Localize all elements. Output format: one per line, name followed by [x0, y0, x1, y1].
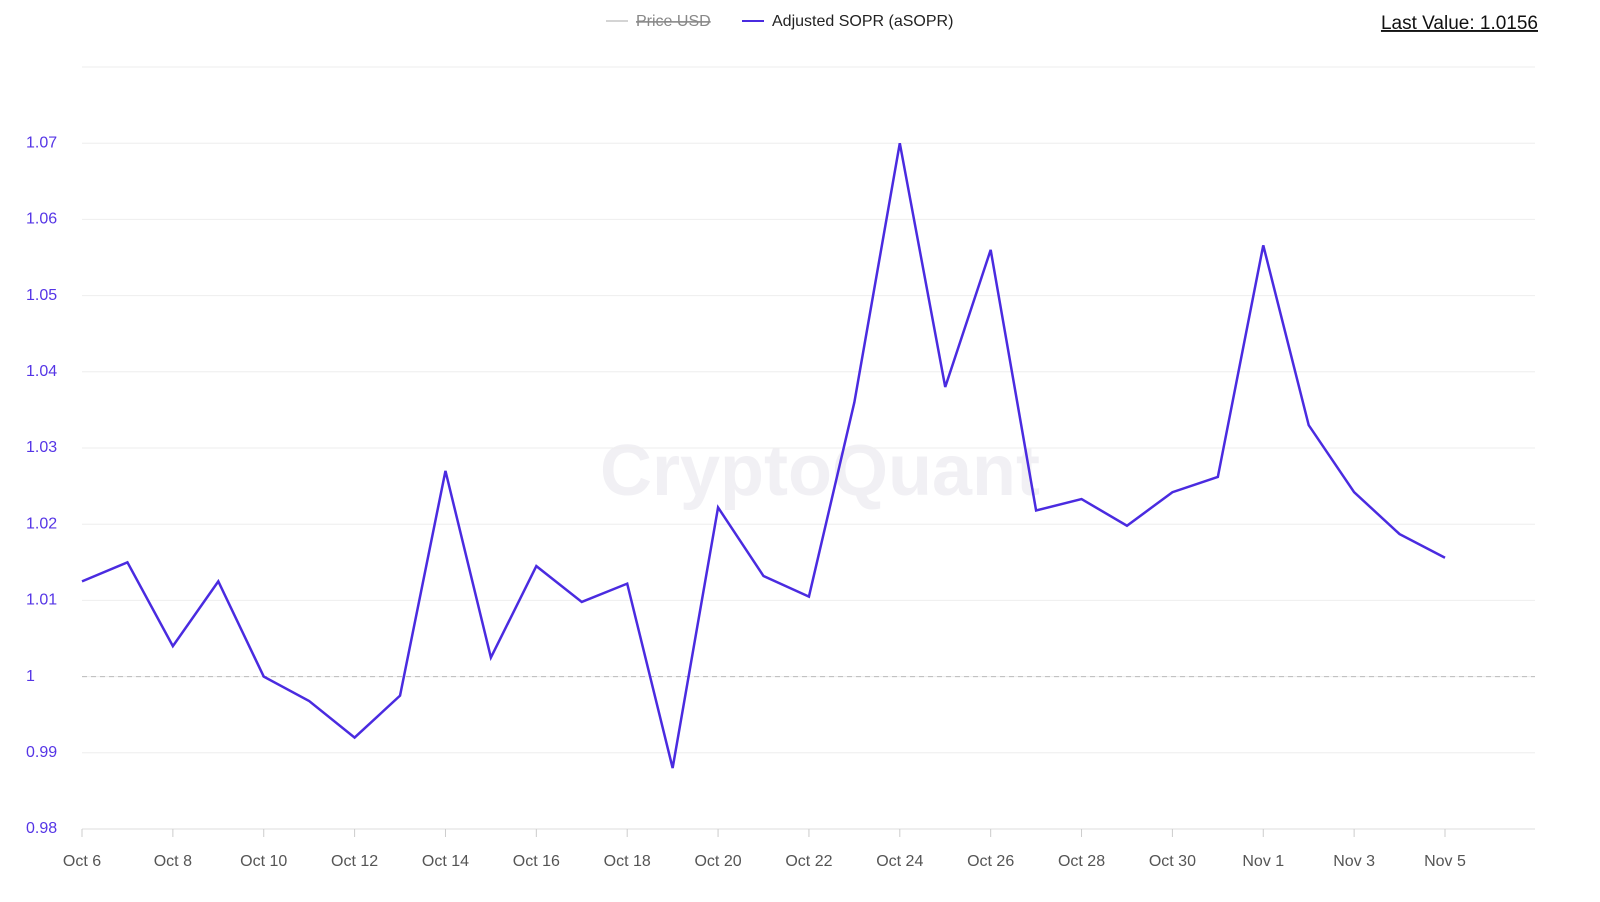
y-tick-label: 1.01 [26, 592, 57, 609]
x-tick-label: Oct 30 [1149, 853, 1196, 870]
y-tick-label: 1.06 [26, 211, 57, 228]
watermark: CryptoQuant [600, 431, 1040, 511]
y-tick-label: 0.98 [26, 820, 57, 837]
x-tick-label: Oct 10 [240, 853, 287, 870]
y-tick-label: 1.07 [26, 134, 57, 151]
x-tick-label: Oct 22 [785, 853, 832, 870]
x-tick-label: Nov 1 [1242, 853, 1284, 870]
y-tick-label: 1.05 [26, 287, 57, 304]
x-tick-label: Oct 8 [154, 853, 192, 870]
y-tick-label: 0.99 [26, 744, 57, 761]
legend-label[interactable]: Adjusted SOPR (aSOPR) [772, 13, 953, 30]
x-tick-label: Nov 5 [1424, 853, 1466, 870]
y-tick-label: 1.02 [26, 515, 57, 532]
x-tick-label: Nov 3 [1333, 853, 1375, 870]
last-value: Last Value: 1.0156 [1381, 13, 1538, 34]
x-tick-label: Oct 26 [967, 853, 1014, 870]
x-tick-label: Oct 28 [1058, 853, 1105, 870]
x-tick-label: Oct 14 [422, 853, 469, 870]
y-tick-label: 1.04 [26, 363, 57, 380]
x-tick-label: Oct 16 [513, 853, 560, 870]
x-tick-label: Oct 18 [604, 853, 651, 870]
y-tick-label: 1.03 [26, 439, 57, 456]
x-tick-label: Oct 20 [694, 853, 741, 870]
x-tick-label: Oct 24 [876, 853, 923, 870]
x-tick-label: Oct 12 [331, 853, 378, 870]
legend-label[interactable]: Price USD [636, 13, 711, 30]
data-line [81, 142, 1446, 769]
x-tick-label: Oct 6 [63, 853, 101, 870]
y-tick-label: 1 [26, 668, 35, 685]
